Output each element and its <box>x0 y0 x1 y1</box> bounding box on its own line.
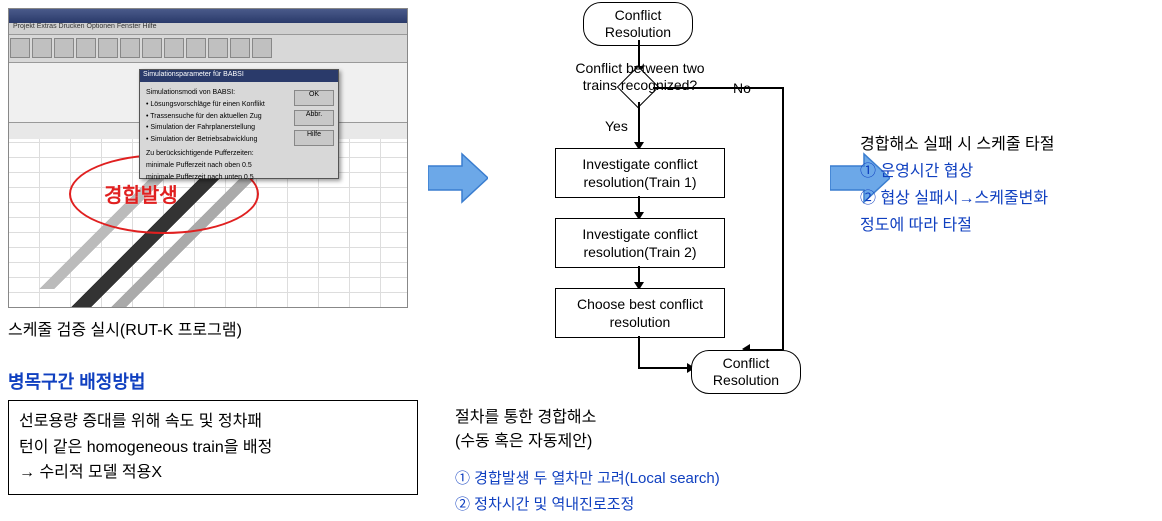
flow-edge <box>782 87 784 350</box>
conflict-resolution-flowchart: Conflict Resolution Conflict between two… <box>455 0 835 400</box>
bottleneck-box: 선로용량 증대를 위해 속도 및 정차패 턴이 같은 homogeneous t… <box>8 400 418 495</box>
flow-process-choose: Choose best conflict resolution <box>555 288 725 338</box>
toolbar-button <box>208 38 228 58</box>
screenshot-caption: 스케줄 검증 실시(RUT-K 프로그램) <box>8 316 438 340</box>
dialog-cancel-button: Abbr. <box>294 110 334 126</box>
dialog-lower: Zu berücksichtigende Pufferzeiten: <box>146 149 332 159</box>
window-toolbar <box>9 35 407 63</box>
toolbar-button <box>230 38 250 58</box>
flow-edge <box>638 336 640 368</box>
flow-yes-label: Yes <box>605 118 628 134</box>
flow-note-1: ① 경합발생 두 열차만 고려(Local search) <box>455 466 835 492</box>
toolbar-button <box>142 38 162 58</box>
rutk-screenshot: Projekt Extras Drucken Optionen Fenster … <box>8 8 408 308</box>
flow-process-label: Choose best conflict resolution <box>577 296 703 330</box>
bottleneck-title: 병목구간 배정방법 <box>8 368 438 394</box>
bottleneck-line: 턴이 같은 homogeneous train을 배정 <box>19 435 407 461</box>
window-titlebar <box>9 9 407 23</box>
dialog-title: Simulationsparameter für BABSI <box>140 70 338 82</box>
toolbar-button <box>120 38 140 58</box>
flow-process-train2: Investigate conflict resolution(Train 2) <box>555 218 725 268</box>
toolbar-button <box>186 38 206 58</box>
flow-process-train1: Investigate conflict resolution(Train 1) <box>555 148 725 198</box>
dialog-field: minimale Pufferzeit nach oben 0.5 <box>146 161 332 171</box>
flow-process-label: Investigate conflict resolution(Train 1) <box>582 156 697 190</box>
dialog-ok-button: OK <box>294 90 334 106</box>
toolbar-button <box>76 38 96 58</box>
flow-caption-line2: (수동 혹은 자동제안) <box>455 430 835 454</box>
flow-end-terminator: Conflict Resolution <box>691 350 801 394</box>
outcome-item-2: ② 협상 실패시→스케줄변화 <box>860 185 1160 212</box>
toolbar-button <box>32 38 52 58</box>
toolbar-button <box>10 38 30 58</box>
window-menubar: Projekt Extras Drucken Optionen Fenster … <box>9 23 407 35</box>
dialog-help-button: Hilfe <box>294 130 334 146</box>
flow-process-label: Investigate conflict resolution(Train 2) <box>582 226 697 260</box>
bottleneck-line: 선로용량 증대를 위해 속도 및 정차패 <box>19 409 407 435</box>
toolbar-button <box>164 38 184 58</box>
flow-edge <box>653 87 783 89</box>
flow-end-label: Conflict Resolution <box>713 355 779 388</box>
bottleneck-line: → 수리적 모델 적용X <box>19 460 407 486</box>
failure-outcome-block: 경합해소 실패 시 스케줄 타절 ① 운영시간 협상 ② 협상 실패시→스케줄변… <box>860 130 1160 240</box>
flow-start-label: Conflict Resolution <box>605 7 671 40</box>
toolbar-button <box>252 38 272 58</box>
flow-decision-label: Conflict between two trains recognized? <box>565 60 715 94</box>
flow-note-2: ② 정차시간 및 역내진로조정 <box>455 492 835 518</box>
simulation-dialog: Simulationsparameter für BABSI Simulatio… <box>139 69 339 179</box>
toolbar-button <box>54 38 74 58</box>
flow-edge <box>638 367 691 369</box>
outcome-heading: 경합해소 실패 시 스케줄 타절 <box>860 130 1160 154</box>
outcome-item-3: 정도에 따라 타절 <box>860 212 1160 239</box>
flow-caption-line1: 절차를 통한 경합해소 <box>455 406 835 430</box>
toolbar-button <box>98 38 118 58</box>
outcome-item-1: ① 운영시간 협상 <box>860 158 1160 185</box>
dialog-field: minimale Pufferzeit nach unten 0.5 <box>146 173 332 183</box>
